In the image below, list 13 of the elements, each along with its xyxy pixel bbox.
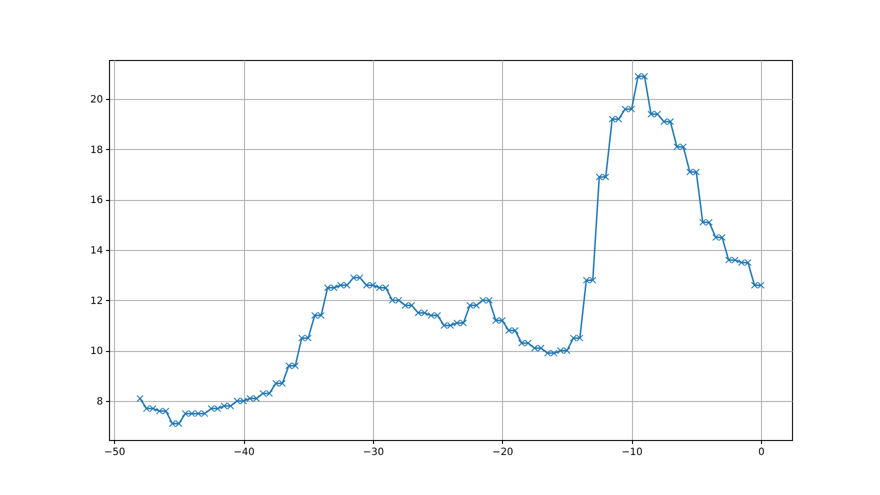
x-tick-label: −10 [622, 447, 643, 458]
y-tick-label: 18 [90, 144, 103, 156]
y-tick-label: 10 [90, 346, 103, 358]
x-tick-label: −30 [362, 447, 384, 458]
y-tick-label: 16 [90, 195, 103, 206]
x-tick-label: −20 [492, 447, 514, 458]
x-tick-label: 0 [758, 447, 765, 458]
y-tick-label: 12 [90, 296, 103, 307]
x-tick-label: −40 [233, 447, 255, 458]
y-tick-label: 20 [90, 94, 103, 106]
y-tick-label: 8 [96, 396, 103, 408]
x-tick-label: −50 [104, 447, 126, 458]
y-tick-label: 14 [90, 246, 103, 256]
